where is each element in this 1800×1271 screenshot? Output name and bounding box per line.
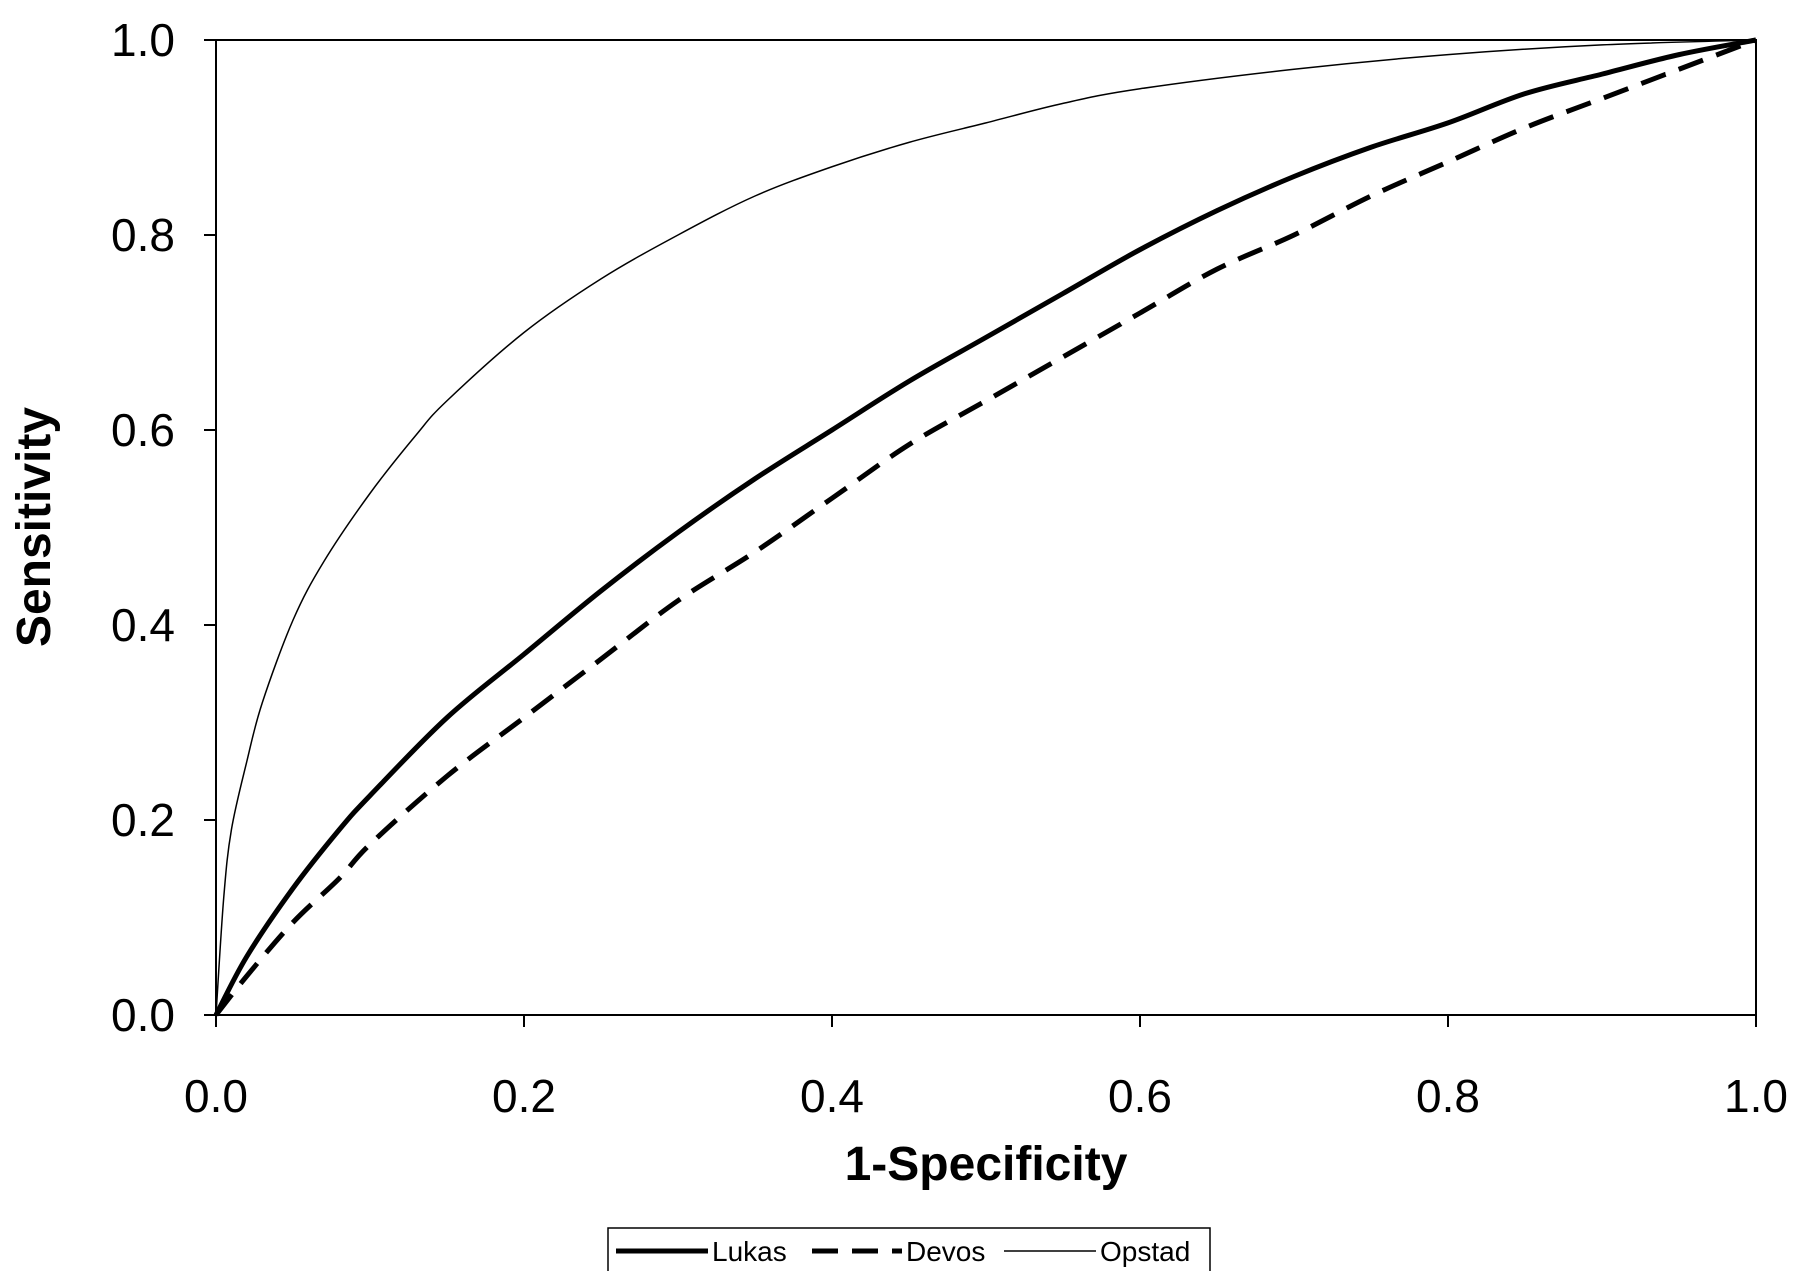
legend-label-devos: Devos — [906, 1236, 985, 1267]
y-tick-label: 0.8 — [111, 209, 175, 261]
legend-label-opstad: Opstad — [1100, 1236, 1190, 1267]
legend-label-lukas: Lukas — [712, 1236, 787, 1267]
x-axis-title: 1-Specificity — [845, 1138, 1128, 1191]
series-layer — [213, 37, 1757, 1017]
series-line-devos — [214, 37, 1757, 1017]
x-axis: 0.0 0.2 0.4 0.6 0.8 1.0 — [184, 1015, 1788, 1122]
y-tick-label: 0.2 — [111, 794, 175, 846]
x-tick-label: 0.0 — [184, 1070, 248, 1122]
x-tick-label: 0.6 — [1108, 1070, 1172, 1122]
y-tick-label: 1.0 — [111, 14, 175, 66]
x-tick-label: 1.0 — [1724, 1070, 1788, 1122]
legend-box — [607, 1227, 1211, 1271]
x-tick-label: 0.4 — [800, 1070, 864, 1122]
plot-area — [215, 39, 1757, 1016]
y-axis-title: Sensitivity — [8, 407, 61, 647]
series-line-opstad — [215, 39, 1757, 1016]
y-tick-label: 0.4 — [111, 599, 175, 651]
y-tick-label: 0.0 — [111, 989, 175, 1041]
y-tick-label: 0.6 — [111, 404, 175, 456]
x-tick-label: 0.8 — [1416, 1070, 1480, 1122]
y-axis: 0.0 0.2 0.4 0.6 0.8 1.0 — [111, 14, 216, 1041]
legend: Lukas Devos Opstad — [607, 1227, 1211, 1271]
x-tick-label: 0.2 — [492, 1070, 556, 1122]
series-line-lukas — [213, 37, 1757, 1017]
